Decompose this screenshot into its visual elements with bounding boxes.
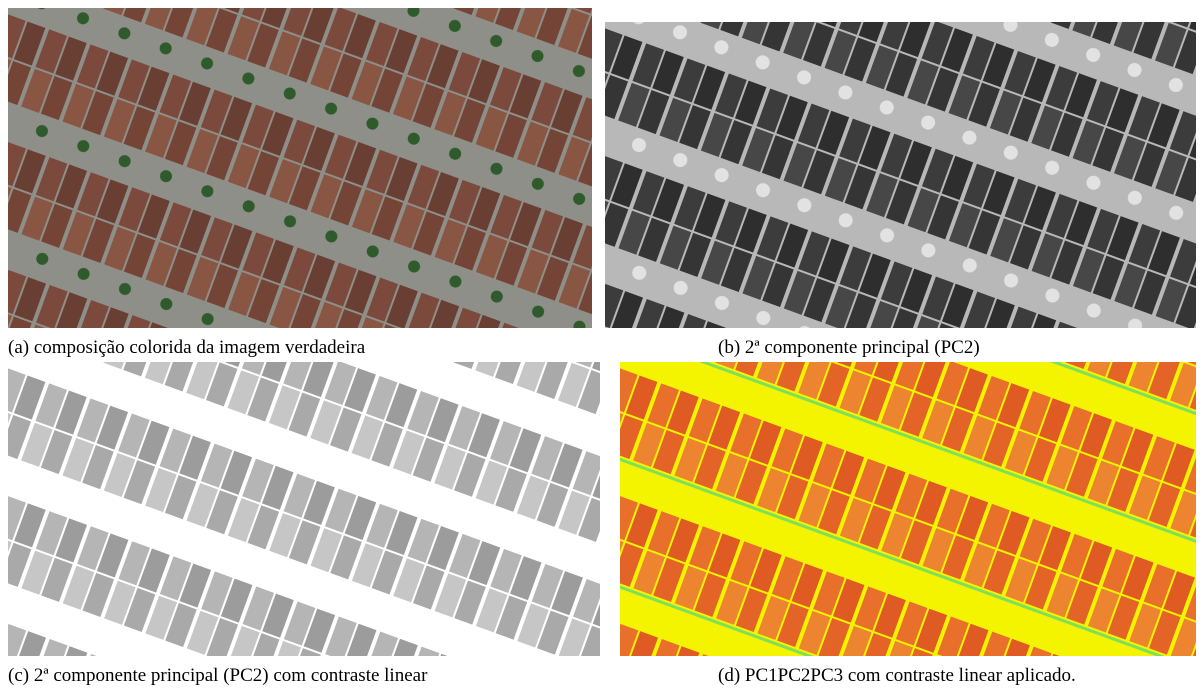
caption: (b) 2ª componente principal (PC2) bbox=[718, 337, 980, 358]
caption: (a) composição colorida da imagem verdad… bbox=[8, 337, 366, 358]
caption: (d) PC1PC2PC3 com contraste linear aplic… bbox=[718, 665, 1076, 686]
image-pc123-contrast bbox=[620, 362, 1196, 656]
image-pc2-contrast bbox=[8, 362, 600, 656]
image-true-color bbox=[8, 8, 592, 328]
caption: (c) 2ª componente principal (PC2) com co… bbox=[8, 665, 428, 686]
image-pc2 bbox=[605, 22, 1196, 328]
